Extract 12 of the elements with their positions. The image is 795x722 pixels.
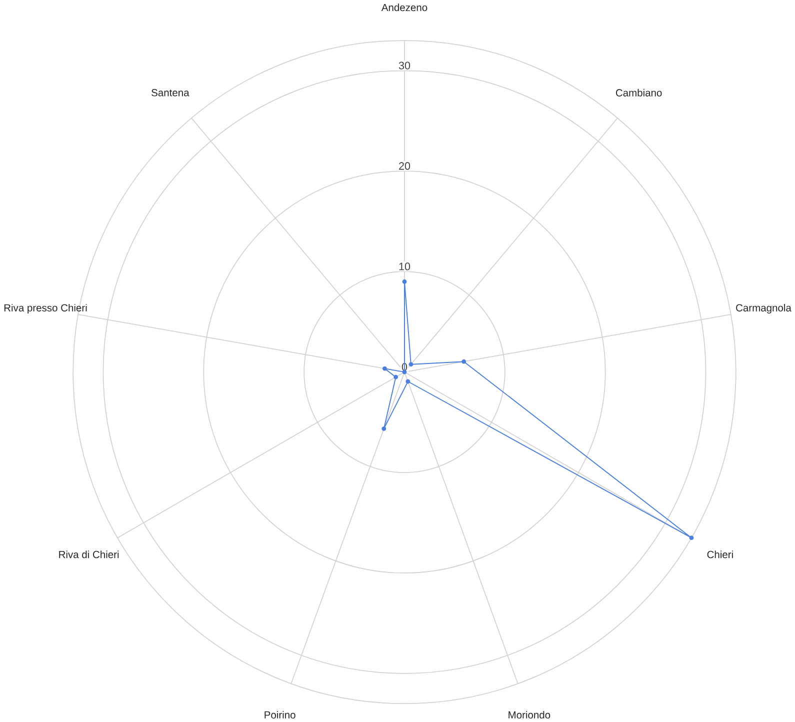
y-tick-label: 30	[398, 62, 410, 70]
spoke-label: Chieri	[707, 550, 733, 558]
y-tick-label: 10	[399, 262, 410, 270]
spoke-label: Andezeno	[381, 4, 428, 12]
spoke-label: Riva presso Chieri	[4, 304, 87, 314]
spoke-label: Riva di Chieri	[59, 550, 119, 558]
spoke-label: Moriondo	[508, 710, 550, 718]
spoke-label: Cambiano	[616, 88, 662, 96]
spoke-label: Santena	[152, 88, 190, 96]
y-tick-label: 20	[399, 162, 410, 170]
spoke-label: Carmagnola	[736, 304, 792, 314]
spoke-label: Poirino	[264, 710, 296, 718]
